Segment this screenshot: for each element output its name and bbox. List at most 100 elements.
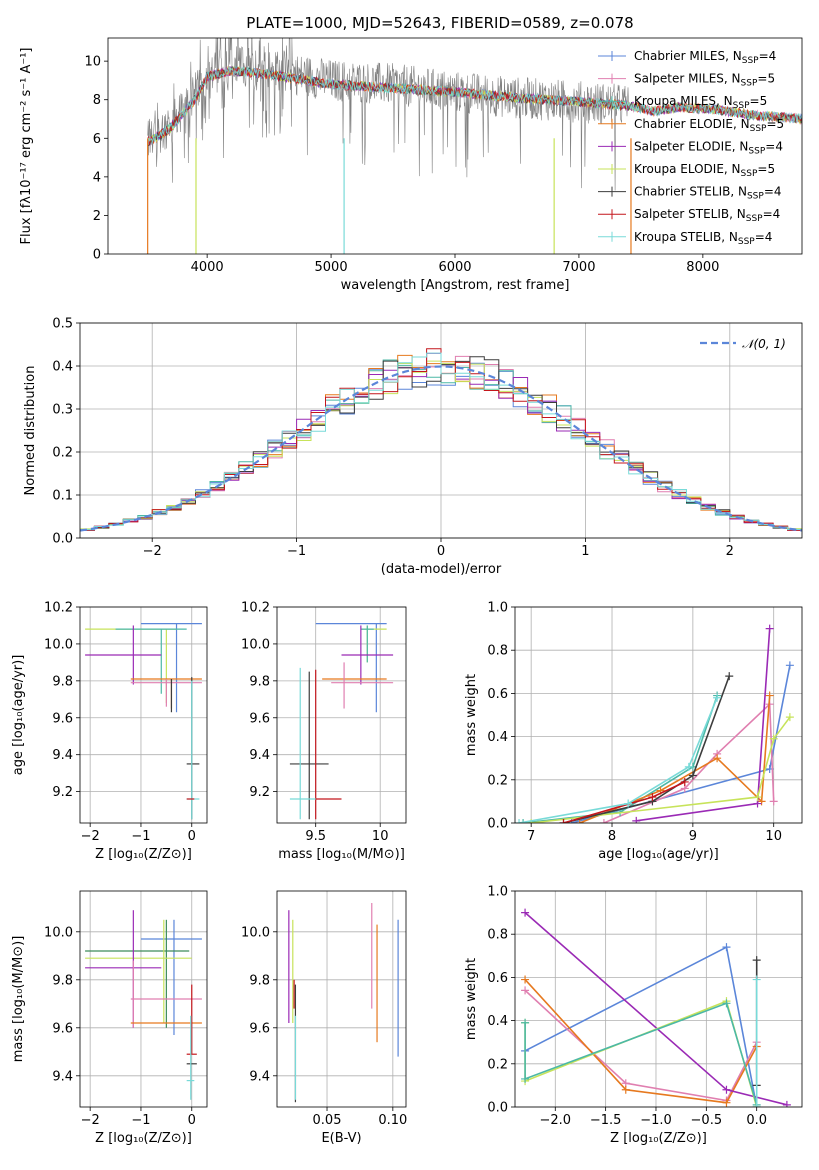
x-tick-label: −1 — [131, 1113, 150, 1128]
y-tick-label: 0.2 — [487, 773, 508, 788]
mass_vs_ebv-axes: 0.05 0.10 9.4 9.6 9.8 10.0 — [241, 891, 407, 1128]
mass_vs_Z-axes: −2 −1 0 9.4 9.6 9.8 10.0 — [44, 891, 207, 1128]
x-tick-label: 0 — [437, 544, 445, 559]
y-tick-label: 9.4 — [52, 748, 73, 763]
x-tick-label: 1 — [581, 544, 589, 559]
y-tick-label: 10.2 — [44, 601, 73, 616]
legend-entry-tail: =4 — [765, 139, 783, 153]
legend-entry-tail: =5 — [750, 94, 768, 108]
y-tick-label: 0.0 — [52, 532, 73, 547]
mass-weight-line — [563, 675, 730, 823]
legend-entry: Kroupa MILES, NSSP=5 — [634, 94, 767, 111]
x-tick-label: 6000 — [438, 260, 471, 275]
legend-entry-tail: =5 — [766, 117, 784, 131]
mass-weight-marker — [521, 1074, 530, 1083]
legend-entry-tail: =4 — [759, 49, 777, 63]
figure-title: PLATE=1000, MJD=52643, FIBERID=0589, z=0… — [246, 14, 633, 32]
y-tick-label: 10.2 — [241, 601, 270, 616]
y-tick-label: 6 — [93, 132, 101, 147]
y-tick-label: 4 — [93, 170, 101, 185]
y-tick-label: 9.8 — [249, 973, 270, 988]
y-tick-label: 9.6 — [249, 1021, 270, 1036]
legend-entry-text: Kroupa MILES, N — [634, 94, 733, 108]
legend-entry: Kroupa ELODIE, NSSP=5 — [634, 162, 775, 179]
mass-weight-marker — [722, 943, 731, 952]
legend-entry: Kroupa STELIB, NSSP=4 — [634, 230, 772, 247]
mass-weight-line — [518, 697, 718, 823]
spectrum-xlabel: wavelength [Angstrom, rest frame] — [341, 278, 570, 293]
y-tick-label: 9.2 — [52, 785, 73, 800]
mass-weight-line — [524, 989, 758, 1102]
y-tick-label: 0.0 — [487, 817, 508, 832]
spectrum-frame — [107, 37, 803, 255]
legend-entry-text: Salpeter MILES, N — [634, 72, 741, 86]
mass-weight-marker — [624, 799, 633, 808]
y-tick-label: 9.8 — [52, 674, 73, 689]
mass-weight-marker — [621, 1085, 630, 1094]
x-tick-label: 8 — [608, 829, 616, 844]
mass-weight-marker — [752, 975, 761, 984]
y-tick-label: 9.4 — [249, 1069, 270, 1084]
y-tick-label: 10.0 — [241, 637, 270, 652]
mass-weight-marker — [521, 1018, 530, 1027]
legend-entry: Chabrier STELIB, NSSP=4 — [634, 185, 782, 202]
y-tick-label: 0.4 — [52, 360, 73, 375]
legend-entry: Salpeter STELIB, NSSP=4 — [634, 207, 780, 224]
y-tick-label: 10.0 — [44, 925, 73, 940]
mass-weight-line — [531, 716, 791, 823]
y-tick-label: 9.2 — [249, 785, 270, 800]
mass-weight-marker — [519, 819, 528, 823]
legend-entry-sub: SSP — [742, 56, 759, 66]
mass-weight-marker — [632, 816, 641, 823]
x-tick-label: −1.0 — [640, 1113, 672, 1128]
x-tick-label: 0 — [188, 1113, 196, 1128]
mass-weight-line — [524, 1002, 758, 1106]
x-tick-label: 2 — [726, 544, 734, 559]
age_vs_Z-axes: −2 −1 0 9.2 9.4 9.6 9.8 10.0 10.2 — [44, 601, 207, 844]
y-tick-label: 10.0 — [241, 925, 270, 940]
y-tick-label: 10.0 — [44, 637, 73, 652]
massweight_vs_Z-lines — [521, 908, 791, 1107]
x-tick-label: 10 — [765, 829, 782, 844]
legend-entry-text: Chabrier ELODIE, N — [634, 117, 750, 131]
age_vs_mass-frame — [276, 606, 407, 824]
legend-entry-sub: SSP — [747, 192, 764, 202]
y-tick-label: 0.8 — [487, 644, 508, 659]
y-tick-label: 0 — [93, 248, 101, 263]
mass-weight-marker — [713, 754, 722, 763]
x-tick-label: −1 — [287, 544, 306, 559]
legend-entry: Chabrier ELODIE, NSSP=5 — [634, 117, 784, 134]
spectrum-ylabel: Flux [fλ10⁻¹⁷ erg cm⁻² s⁻¹ A⁻¹] — [19, 48, 34, 245]
x-tick-label: −0.5 — [691, 1113, 723, 1128]
mass-weight-marker — [769, 734, 778, 743]
y-tick-label: 9.8 — [52, 973, 73, 988]
legend-entry-text: Chabrier MILES, N — [634, 49, 742, 63]
massweight_vs_Z-xlabel: Z [log₁₀(Z/Z⊙)] — [610, 1131, 707, 1146]
mass_vs_Z-frame — [79, 890, 208, 1108]
mass-weight-marker — [752, 956, 761, 965]
y-tick-label: 0.4 — [487, 730, 508, 745]
mass-weight-marker — [521, 986, 530, 995]
legend-entry-text: Salpeter ELODIE, N — [634, 139, 748, 153]
mass-weight-marker — [684, 762, 693, 771]
legend-entry-sub: SSP — [748, 146, 765, 156]
legend-entry-tail: =5 — [757, 72, 775, 86]
spectrum-axes: 4000 5000 6000 7000 8000 0 2 4 6 8 10 — [84, 55, 719, 275]
mass-weight-marker — [648, 793, 657, 802]
y-tick-label: 0.2 — [52, 446, 73, 461]
y-tick-label: 9.4 — [52, 1069, 73, 1084]
age_vs_Z-xlabel: Z [log₁₀(Z/Z⊙)] — [95, 847, 192, 862]
x-tick-label: 0 — [188, 829, 196, 844]
legend-entry: Chabrier MILES, NSSP=4 — [634, 49, 776, 66]
x-tick-label: 9 — [689, 829, 697, 844]
x-tick-label: 0.05 — [313, 1113, 342, 1128]
y-tick-label: 0.6 — [487, 687, 508, 702]
y-tick-label: 10 — [84, 55, 101, 70]
model-spectrum-line — [147, 66, 802, 145]
x-tick-label: 7 — [527, 829, 535, 844]
mass-weight-marker — [722, 999, 731, 1008]
legend-entry-tail: =5 — [757, 162, 775, 176]
legend-entry-tail: =4 — [755, 230, 773, 244]
